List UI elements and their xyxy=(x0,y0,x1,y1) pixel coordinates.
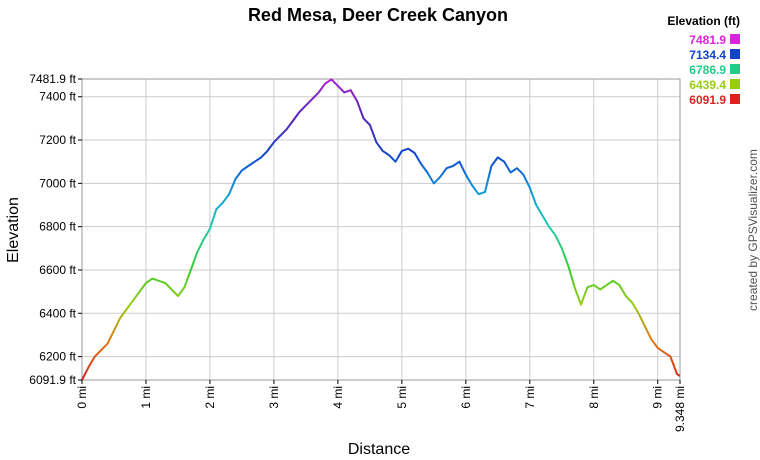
elevation-profile-line xyxy=(81,78,681,381)
legend-value: 6786.9 xyxy=(689,63,726,77)
legend-value: 6439.4 xyxy=(689,78,726,92)
y-tick-label: 6600 ft xyxy=(39,263,76,277)
legend: Elevation (ft) 7481.97134.46786.96439.46… xyxy=(667,14,740,107)
legend-value: 7481.9 xyxy=(689,33,726,47)
chart-title: Red Mesa, Deer Creek Canyon xyxy=(248,5,508,25)
legend-value: 7134.4 xyxy=(689,48,726,62)
y-tick-label: 6091.9 ft xyxy=(29,373,76,387)
y-tick-label: 6400 ft xyxy=(39,306,76,320)
y-tick-label: 6200 ft xyxy=(39,350,76,364)
plot-frame xyxy=(81,78,681,381)
x-tick-label: 3 mi xyxy=(267,386,281,409)
y-axis-ticks: 6091.9 ft 6200 ft 6400 ft 6600 ft 6800 ft 700… xyxy=(29,72,82,387)
x-tick-label: 8 mi xyxy=(587,386,601,409)
x-tick-label: 4 mi xyxy=(331,386,345,409)
legend-swatch xyxy=(730,94,740,104)
x-tick-label: 9 mi xyxy=(651,386,665,409)
x-tick-label: 6 mi xyxy=(459,386,473,409)
legend-swatch xyxy=(730,49,740,59)
grid xyxy=(81,78,681,381)
x-tick-label: 5 mi xyxy=(395,386,409,409)
y-axis-label: Elevation xyxy=(5,197,22,263)
y-tick-label: 7200 ft xyxy=(39,133,76,147)
x-tick-label: 2 mi xyxy=(203,386,217,409)
x-tick-label: 9.348 mi xyxy=(673,386,687,432)
credit-text: created by GPSVisualizer.com xyxy=(746,149,760,311)
y-tick-label: 7000 ft xyxy=(39,176,76,190)
y-tick-label: 7481.9 ft xyxy=(29,72,76,86)
legend-value: 6091.9 xyxy=(689,93,726,107)
x-tick-label: 0 mi xyxy=(75,386,89,409)
x-tick-label: 7 mi xyxy=(523,386,537,409)
legend-swatch xyxy=(730,79,740,89)
y-tick-label: 7400 ft xyxy=(39,90,76,104)
x-axis-ticks: 0 mi 1 mi 2 mi 3 mi 4 mi 5 mi 6 mi 7 mi 8 mi 9 mi… xyxy=(75,380,687,432)
legend-swatch xyxy=(730,64,740,74)
x-axis-label: Distance xyxy=(348,441,410,458)
y-tick-label: 6800 ft xyxy=(39,220,76,234)
legend-title: Elevation (ft) xyxy=(667,14,740,28)
x-tick-label: 1 mi xyxy=(139,386,153,409)
legend-swatch xyxy=(730,34,740,44)
